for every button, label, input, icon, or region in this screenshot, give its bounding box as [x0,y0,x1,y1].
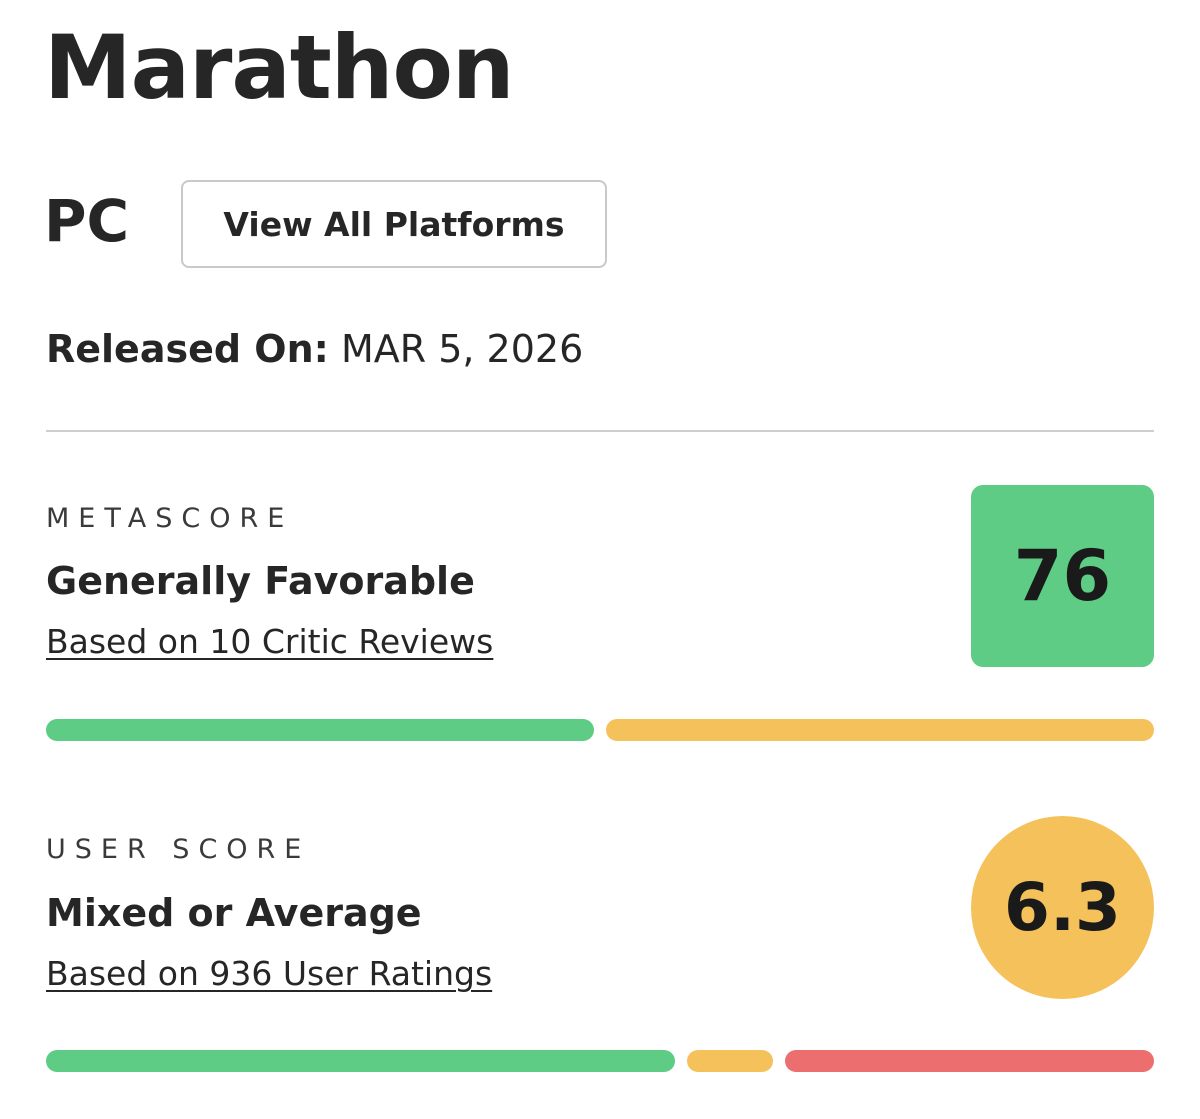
release-label: Released On: [46,327,329,371]
metascore-badge[interactable]: 76 [971,485,1154,667]
user-ratings-link[interactable]: Based on 936 User Ratings [46,954,493,993]
view-all-platforms-button[interactable]: View All Platforms [181,180,607,268]
divider [46,430,1154,432]
metascore-sentiment: Generally Favorable [46,559,475,603]
userscore-negative-segment [785,1050,1154,1072]
userscore-distribution-bar [46,1050,1154,1072]
metascore-label: METASCORE [46,503,294,534]
userscore-label: USER SCORE [46,834,311,865]
release-info: Released On: MAR 5, 2026 [46,330,583,368]
userscore-sentiment: Mixed or Average [46,891,422,935]
userscore-mixed-segment [686,1050,774,1072]
metascore-distribution-bar [46,719,1154,741]
release-date: MAR 5, 2026 [340,327,584,371]
critic-reviews-link[interactable]: Based on 10 Critic Reviews [46,622,494,661]
userscore-badge[interactable]: 6.3 [971,816,1154,999]
metascore-mixed-segment [606,719,1154,741]
userscore-positive-segment [46,1050,675,1072]
game-title: Marathon [44,16,515,119]
metascore-positive-segment [46,719,594,741]
platform-label: PC [44,187,130,255]
